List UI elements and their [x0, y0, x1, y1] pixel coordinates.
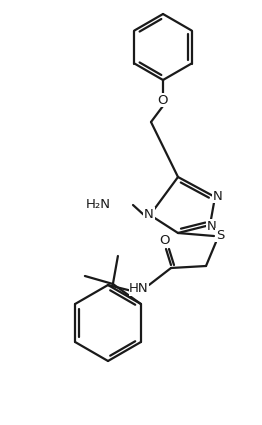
- Text: H₂N: H₂N: [86, 198, 111, 210]
- Text: HN: HN: [129, 283, 149, 295]
- Text: S: S: [216, 229, 224, 241]
- Text: O: O: [158, 94, 168, 107]
- Text: N: N: [144, 207, 154, 221]
- Text: O: O: [160, 233, 170, 246]
- Text: N: N: [213, 190, 223, 202]
- Text: N: N: [207, 219, 217, 232]
